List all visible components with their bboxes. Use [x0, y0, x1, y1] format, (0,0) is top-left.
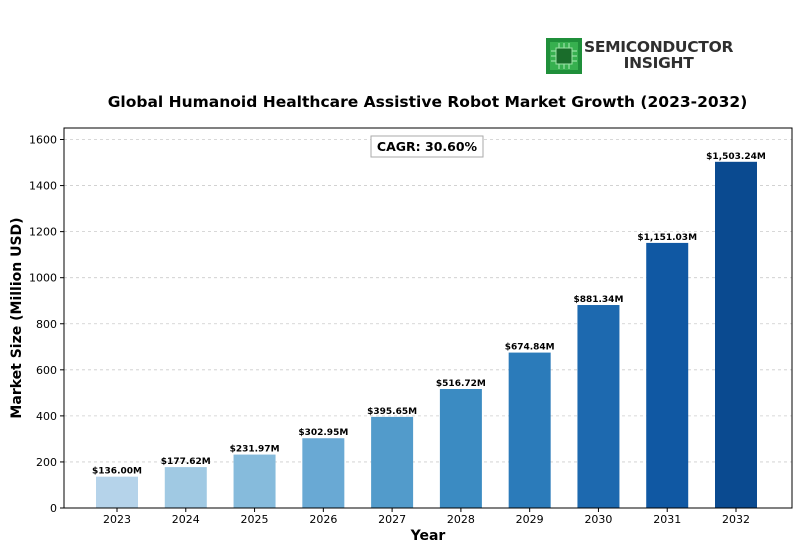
- brand-line2: INSIGHT: [623, 54, 694, 72]
- bar-value-label: $1,503.24M: [706, 152, 766, 162]
- bar-value-label: $1,151.03M: [637, 233, 697, 243]
- bar-value-label: $516.72M: [436, 379, 486, 389]
- bar-value-labels: $136.00M $177.62M $231.97M $302.95M $395.65M…: [92, 152, 766, 477]
- x-tick-label: 2031: [653, 513, 681, 526]
- y-tick-label: 0: [50, 502, 57, 515]
- cagr-box: [370, 135, 484, 158]
- bar: [96, 476, 138, 508]
- bar-value-label: $177.62M: [161, 457, 211, 467]
- bar: [439, 388, 482, 508]
- y-tick-label: 1000: [29, 272, 57, 285]
- y-tick-label: 1400: [29, 180, 57, 193]
- bar-value-label: $674.84M: [505, 343, 555, 353]
- bars: [96, 161, 757, 509]
- bar: [577, 305, 620, 508]
- x-axis-label: Year: [410, 528, 446, 544]
- cagr-annotation: CAGR: 30.60%: [370, 135, 484, 158]
- bar-value-label: $395.65M: [367, 407, 417, 417]
- x-tick-label: 2027: [378, 513, 406, 526]
- chip-icon: [546, 38, 582, 74]
- y-axis-label: Market Size (Million USD): [9, 217, 25, 418]
- bar-value-label: $231.97M: [230, 445, 280, 455]
- x-tick-label: 2032: [722, 513, 750, 526]
- x-tick-label: 2023: [103, 513, 131, 526]
- y-tick-label: 1600: [29, 134, 57, 147]
- y-tick-label: 400: [36, 410, 57, 423]
- brand-logo: SEMICONDUCTOR INSIGHT: [546, 38, 746, 74]
- bar: [371, 416, 414, 508]
- y-axis-ticks: 0 200 400 600 800 1000 1200 1400 1600: [29, 134, 64, 515]
- y-tick-label: 1200: [29, 226, 57, 239]
- bar-value-label: $881.34M: [573, 295, 623, 305]
- bar: [508, 352, 551, 508]
- y-tick-label: 200: [36, 456, 57, 469]
- chart-title: Global Humanoid Healthcare Assistive Rob…: [107, 93, 748, 111]
- brand-line1: SEMICONDUCTOR: [584, 38, 734, 56]
- x-tick-label: 2024: [172, 513, 200, 526]
- bar: [715, 161, 757, 509]
- x-tick-label: 2026: [309, 513, 337, 526]
- brand-name: SEMICONDUCTOR INSIGHT: [584, 39, 733, 71]
- x-tick-label: 2029: [516, 513, 544, 526]
- x-tick-label: 2030: [584, 513, 612, 526]
- y-tick-label: 600: [36, 364, 57, 377]
- plot-frame: [63, 127, 793, 509]
- bar: [233, 454, 276, 508]
- x-tick-label: 2025: [241, 513, 269, 526]
- bar-value-label: $136.00M: [92, 467, 142, 477]
- cagr-text: CAGR: 30.60%: [377, 139, 478, 154]
- bar: [302, 438, 345, 508]
- bar-value-label: $302.95M: [298, 428, 348, 438]
- x-axis-ticks: 2023 2024 2025 2026 2027 2028 2029 2030 2031 2032: [103, 508, 750, 526]
- x-tick-label: 2028: [447, 513, 475, 526]
- bar: [646, 242, 689, 508]
- bar: [164, 467, 207, 508]
- y-tick-label: 800: [36, 318, 57, 331]
